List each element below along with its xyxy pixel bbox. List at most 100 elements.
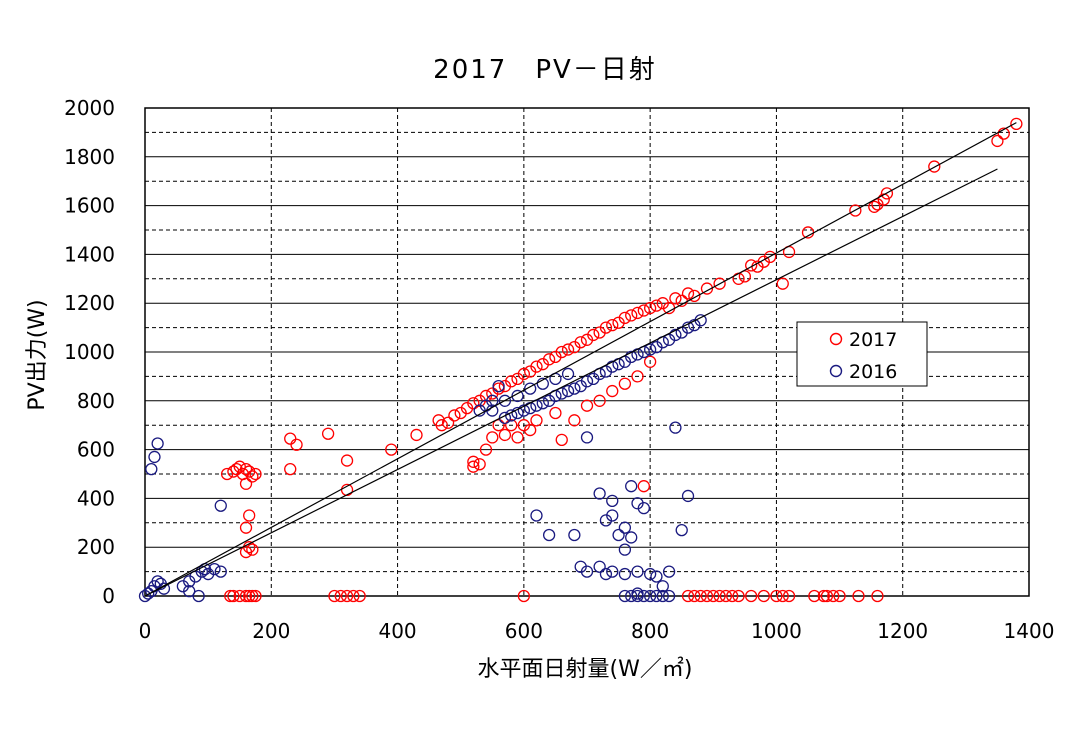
point-2017 <box>290 438 303 451</box>
point-2016 <box>618 521 632 534</box>
point-2016 <box>536 397 549 410</box>
point-2017 <box>726 589 739 603</box>
point-2017 <box>694 589 707 603</box>
point-2017 <box>246 470 259 483</box>
point-2017 <box>643 301 657 315</box>
y-tick-label: 1000 <box>64 340 115 364</box>
point-2017 <box>479 443 493 456</box>
point-2016 <box>599 365 613 378</box>
point-2017 <box>808 589 821 603</box>
point-2017 <box>473 458 486 471</box>
point-2017 <box>852 589 865 603</box>
x-tick-label: 400 <box>378 619 416 643</box>
point-2017 <box>580 399 594 412</box>
point-2017 <box>328 589 341 603</box>
y-tick-label: 1400 <box>64 242 115 266</box>
y-tick-label: 1200 <box>64 291 115 315</box>
x-tick-label: 800 <box>631 619 669 643</box>
point-2017 <box>555 433 568 446</box>
point-2016 <box>208 563 221 576</box>
point-2016 <box>530 509 543 522</box>
point-2016 <box>183 584 196 598</box>
point-2016 <box>214 499 227 512</box>
point-2017 <box>745 259 758 272</box>
point-2016 <box>195 565 208 578</box>
trendline-2016 <box>144 168 998 597</box>
point-2017 <box>524 365 537 378</box>
point-2017 <box>833 589 846 603</box>
point-2017 <box>511 431 524 444</box>
point-2017 <box>700 282 714 295</box>
point-2016 <box>593 560 606 573</box>
point-2016 <box>568 382 581 395</box>
point-2016 <box>574 560 587 573</box>
legend-box <box>796 321 928 387</box>
x-tick-label: 200 <box>252 619 290 643</box>
point-2016 <box>517 404 531 417</box>
point-2017 <box>820 589 834 603</box>
legend: 2017 2016 <box>796 321 928 387</box>
point-2016 <box>192 589 205 603</box>
point-2016 <box>637 502 650 515</box>
point-2016 <box>612 528 625 542</box>
point-2017 <box>441 416 455 429</box>
x-tick-label: 1000 <box>751 619 802 643</box>
point-2016 <box>681 489 695 503</box>
point-2017 <box>681 589 695 603</box>
point-2017 <box>593 326 606 339</box>
point-2016 <box>151 575 164 588</box>
trendlines <box>144 122 1017 597</box>
point-2017 <box>997 127 1010 140</box>
point-2017 <box>467 460 480 473</box>
point-2016 <box>148 450 161 464</box>
point-2017 <box>249 589 262 603</box>
x-tick-label: 1400 <box>1004 619 1055 643</box>
x-axis-label: 水平面日射量(W／㎡) <box>478 656 693 682</box>
point-2016 <box>625 589 638 603</box>
point-2017 <box>249 467 262 481</box>
point-2017 <box>849 204 862 217</box>
y-tick-label: 400 <box>77 486 115 510</box>
y-tick-label: 200 <box>77 535 115 559</box>
point-2017 <box>239 545 253 559</box>
trendline-2017 <box>144 122 1017 597</box>
x-tick-label: 1200 <box>877 619 928 643</box>
point-2017 <box>498 428 512 442</box>
point-2016 <box>675 523 688 537</box>
point-2016 <box>643 567 657 581</box>
point-2017 <box>227 589 240 603</box>
point-2016 <box>662 333 676 346</box>
point-2016 <box>656 580 669 593</box>
point-2017 <box>776 589 789 603</box>
point-2017 <box>618 377 632 390</box>
point-2017 <box>612 316 625 329</box>
point-2017 <box>650 299 663 312</box>
point-2017 <box>732 589 745 603</box>
point-2016 <box>498 394 512 407</box>
point-2017 <box>643 355 657 368</box>
point-2017 <box>334 589 347 603</box>
point-2016 <box>625 480 638 493</box>
point-2017 <box>757 589 770 603</box>
x-tick-label: 600 <box>505 619 543 643</box>
point-2017 <box>770 589 783 603</box>
point-2016 <box>669 421 682 434</box>
point-2017 <box>486 431 499 444</box>
point-2016 <box>555 387 568 400</box>
point-2017 <box>656 297 669 310</box>
point-2016 <box>637 589 650 603</box>
point-2017 <box>568 414 581 427</box>
point-2016 <box>650 589 663 603</box>
point-2017 <box>1010 117 1023 131</box>
point-2017 <box>549 350 562 364</box>
point-2017 <box>243 509 256 522</box>
point-2017 <box>233 589 246 603</box>
point-2017 <box>239 589 253 603</box>
point-2016 <box>618 567 632 581</box>
point-2017 <box>340 589 354 603</box>
point-2017 <box>719 589 733 603</box>
point-2017 <box>681 287 695 300</box>
point-2017 <box>224 589 237 603</box>
point-2016 <box>618 543 632 556</box>
